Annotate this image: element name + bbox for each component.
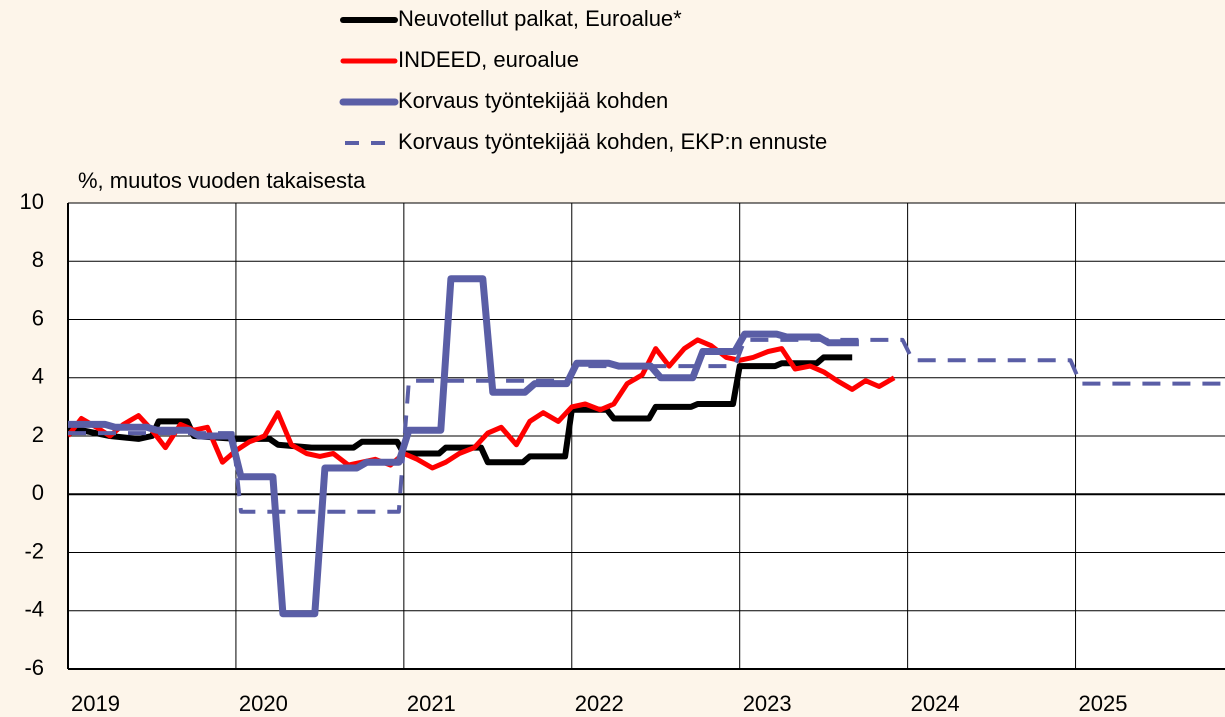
legend-label: Korvaus työntekijää kohden, EKP:n ennust…: [398, 129, 827, 154]
y-tick-label: -4: [24, 597, 44, 622]
x-tick-label: 2022: [575, 691, 624, 716]
y-tick-label: 2: [32, 422, 44, 447]
y-tick-label: -6: [24, 655, 44, 680]
x-tick-label: 2020: [239, 691, 288, 716]
series-line: [68, 337, 896, 471]
x-tick-label: 2019: [71, 691, 120, 716]
series-line: [68, 337, 1225, 514]
x-tick-label: 2024: [911, 691, 960, 716]
y-tick-label: 0: [32, 480, 44, 505]
x-tick-label: 2023: [743, 691, 792, 716]
series-line: [68, 275, 859, 618]
x-tick-label: 2025: [1079, 691, 1128, 716]
y-tick-label: 10: [20, 189, 44, 214]
legend-label: Korvaus työntekijää kohden: [398, 88, 668, 113]
y-tick-label: 4: [32, 364, 44, 389]
x-tick-label: 2021: [407, 691, 456, 716]
y-axis-label: %, muutos vuoden takaisesta: [78, 168, 366, 193]
series-line: [68, 354, 853, 466]
legend-label: INDEED, euroalue: [398, 47, 579, 72]
y-tick-label: 8: [32, 247, 44, 272]
y-tick-label: 6: [32, 305, 44, 330]
y-tick-label: -2: [24, 538, 44, 563]
legend-label: Neuvotellut palkat, Euroalue*: [398, 6, 682, 31]
plot-lines: [68, 275, 1225, 618]
